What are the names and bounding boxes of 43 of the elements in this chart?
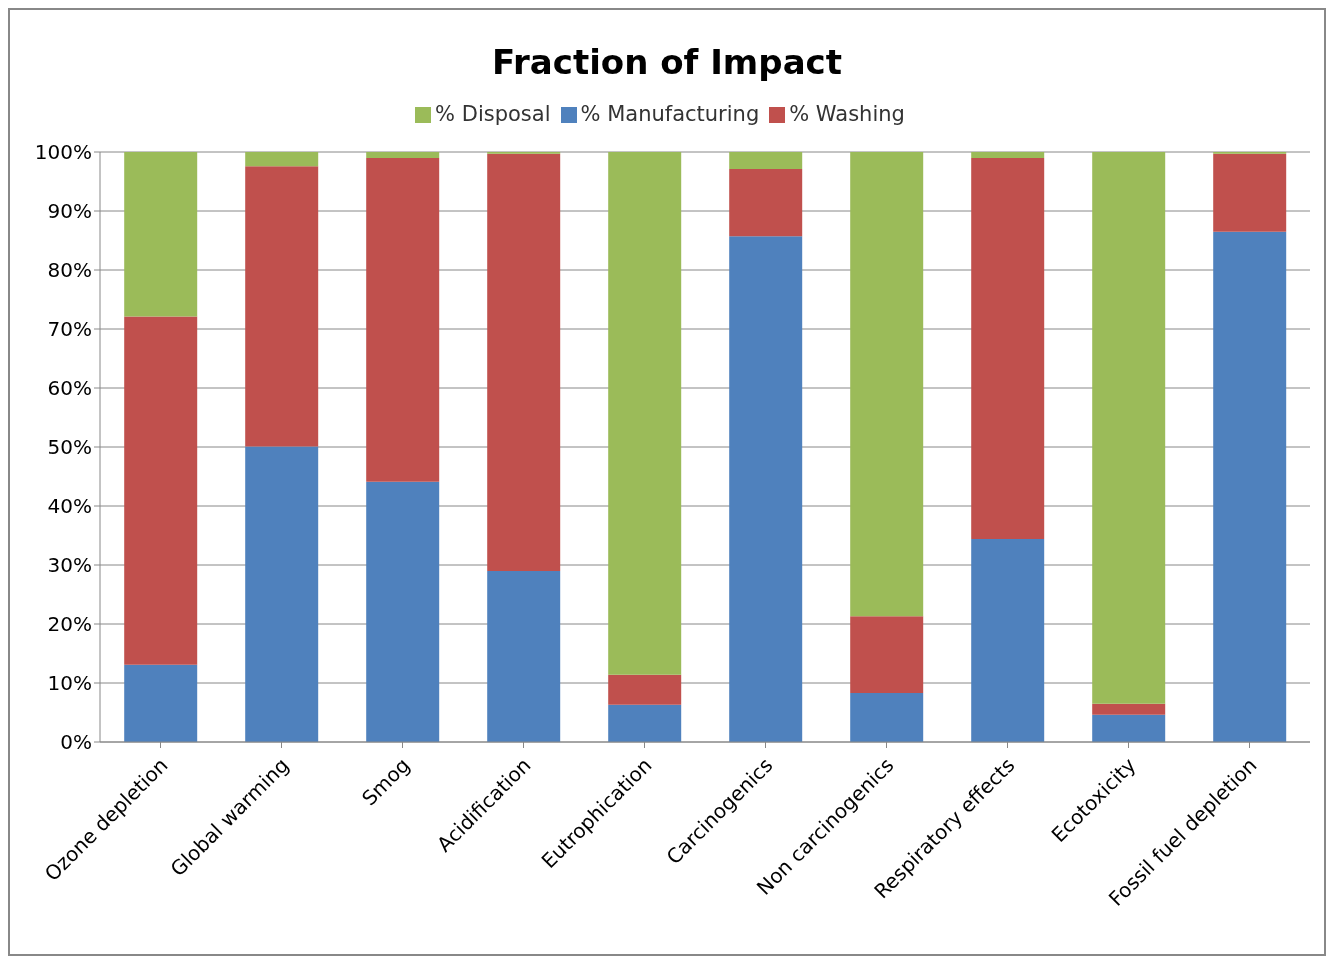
legend-label: % Disposal <box>435 102 551 126</box>
bar <box>124 152 198 317</box>
y-tick-label: 30% <box>47 553 92 578</box>
y-tick-label: 80% <box>47 258 92 283</box>
bar <box>608 674 682 705</box>
y-tick-label: 0% <box>60 730 92 755</box>
bar <box>608 704 682 742</box>
bar <box>1092 714 1166 742</box>
bar <box>487 570 561 742</box>
bar <box>245 446 319 742</box>
bar <box>366 481 440 742</box>
bar <box>850 693 924 742</box>
bar <box>729 152 803 170</box>
y-tick-label: 100% <box>34 140 92 165</box>
y-tick-label: 50% <box>47 435 92 460</box>
legend-label: % Washing <box>789 102 905 126</box>
bar <box>245 166 319 447</box>
y-tick-label: 40% <box>47 494 92 519</box>
bar <box>487 153 561 571</box>
bar <box>124 316 198 665</box>
y-tick-label: 70% <box>47 317 92 342</box>
chart-title: Fraction of Impact <box>491 42 843 84</box>
bar <box>729 236 803 742</box>
bar <box>1213 153 1287 232</box>
y-tick-label: 10% <box>47 671 92 696</box>
bar <box>124 664 198 742</box>
y-tick-label: 20% <box>47 612 92 637</box>
bar <box>971 157 1045 540</box>
bar <box>729 169 803 237</box>
bar <box>971 152 1045 158</box>
bar <box>366 152 440 158</box>
bar <box>608 152 682 675</box>
bar <box>850 152 924 617</box>
bar <box>1092 703 1166 715</box>
bar <box>971 539 1045 742</box>
bar <box>366 157 440 482</box>
y-tick-label: 60% <box>47 376 92 401</box>
legend-label: % Manufacturing <box>580 102 760 126</box>
y-tick-label: 90% <box>47 199 92 224</box>
bar <box>1092 152 1166 704</box>
bar <box>1213 231 1287 742</box>
bar <box>245 152 319 167</box>
bar <box>850 616 924 694</box>
